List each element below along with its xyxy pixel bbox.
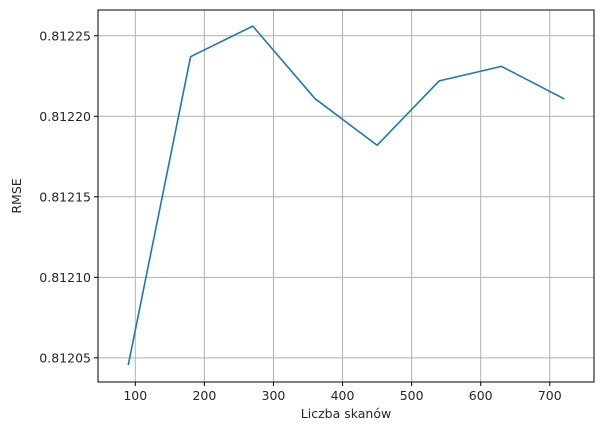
y-gridlines <box>98 35 594 359</box>
x-tick-label: 300 <box>262 388 286 403</box>
x-tick-label: 700 <box>538 388 562 403</box>
plot-frame <box>97 9 595 383</box>
y-tick-label: 0.81210 <box>39 270 91 285</box>
y-axis-ticks: 0.81205 0.81210 0.81215 0.81220 0.81225 <box>39 28 98 365</box>
y-tick-label: 0.81225 <box>39 28 91 43</box>
y-axis-label: RMSE <box>9 178 24 213</box>
x-tick-label: 400 <box>331 388 355 403</box>
x-tick-label: 200 <box>192 388 216 403</box>
y-tick-label: 0.81215 <box>39 189 91 204</box>
x-tick-label: 600 <box>469 388 493 403</box>
series-layer <box>127 25 565 366</box>
y-tick-label: 0.81220 <box>39 109 91 124</box>
x-tick-label: 100 <box>123 388 147 403</box>
x-tick-label: 500 <box>400 388 424 403</box>
x-axis-label: Liczba skanów <box>301 406 391 421</box>
x-axis-ticks: 100 200 300 400 500 600 700 <box>123 382 562 403</box>
y-tick-label: 0.81205 <box>39 350 91 365</box>
series-line-0 <box>127 25 565 366</box>
